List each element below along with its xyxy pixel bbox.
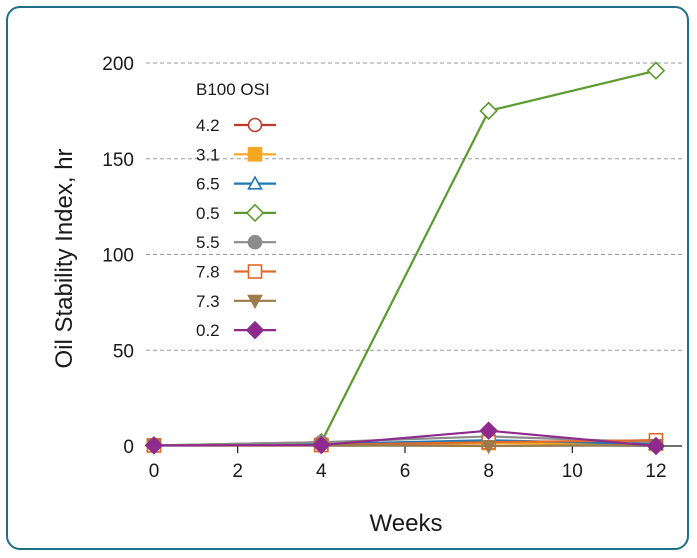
legend-marker xyxy=(245,203,265,223)
legend: B100 OSI 4.2 3.1 6.5 0.5 5.5 7.8 7.3 0.2 xyxy=(196,80,276,340)
data-point xyxy=(479,101,498,121)
legend-marker xyxy=(247,294,263,309)
x-tick-label: 4 xyxy=(316,461,327,482)
axes: 0 50 100 150 200 0 2 4 6 8 10 12 xyxy=(102,54,682,482)
legend-marker xyxy=(247,117,263,133)
x-tick-label: 6 xyxy=(400,461,411,482)
y-tick-label: 150 xyxy=(102,150,134,171)
legend-marker xyxy=(247,264,263,279)
y-tick-label: 200 xyxy=(102,54,134,75)
y-axis-title: Oil Stability Index, hr xyxy=(51,148,78,368)
legend-marker xyxy=(245,320,265,340)
legend-label: 0.5 xyxy=(196,204,220,223)
data-point xyxy=(646,61,666,80)
x-axis-title: Weeks xyxy=(370,510,443,537)
y-tick-label: 0 xyxy=(123,437,134,458)
legend-marker xyxy=(247,234,263,250)
y-tick-label: 100 xyxy=(102,246,134,267)
data-point xyxy=(646,436,666,456)
legend-label: 4.2 xyxy=(196,116,220,135)
series-layer xyxy=(144,61,666,456)
legend-label: 5.5 xyxy=(196,233,220,252)
data-point xyxy=(480,439,497,455)
y-tick-label: 50 xyxy=(113,341,134,362)
legend-label: 7.3 xyxy=(196,292,220,311)
legend-marker xyxy=(247,147,263,162)
series-line xyxy=(153,429,657,448)
grid xyxy=(146,62,682,351)
legend-marker xyxy=(247,175,263,190)
x-tick-label: 2 xyxy=(232,461,243,482)
legend-title: B100 OSI xyxy=(196,80,270,99)
data-point xyxy=(144,436,164,455)
series-0-2 xyxy=(144,421,666,456)
legend-label: 6.5 xyxy=(196,175,220,194)
chart-frame xyxy=(6,6,689,550)
legend-label: 3.1 xyxy=(196,145,220,164)
series-line xyxy=(153,69,657,447)
legend-label: 7.8 xyxy=(196,263,220,282)
x-tick-label: 12 xyxy=(645,461,666,482)
data-point xyxy=(479,421,498,440)
x-tick-label: 10 xyxy=(562,461,583,482)
x-tick-label: 8 xyxy=(483,461,494,482)
x-tick-label: 0 xyxy=(149,461,160,482)
series-0-5 xyxy=(144,61,666,455)
data-point xyxy=(312,435,331,455)
legend-label: 0.2 xyxy=(196,321,220,340)
